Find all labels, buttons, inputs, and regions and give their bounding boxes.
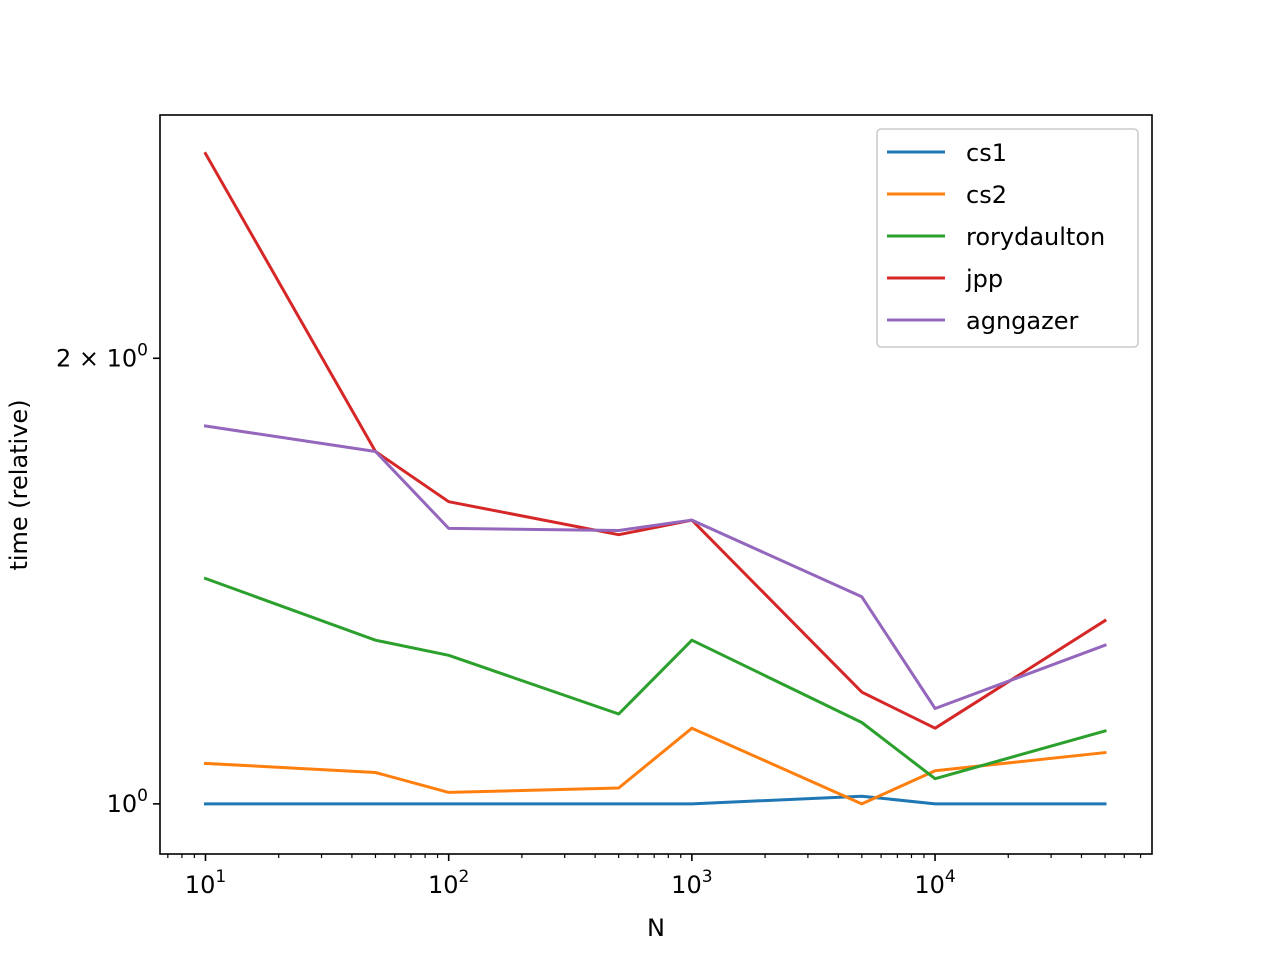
legend: cs1 cs2 rorydaulton jpp agngazer [876,128,1139,348]
series-line-jpp [203,151,1108,730]
y-axis: 100 2 × 100 [56,340,160,818]
x-tick-label: 101 [185,867,226,899]
series-line-agngazer [203,424,1107,710]
x-tick-label: 102 [428,867,469,899]
series-line-cs2 [203,726,1107,806]
series-layer [203,151,1108,806]
series-line-rorydaulton [203,576,1107,781]
y-tick-label: 100 [107,786,148,818]
legend-label-jpp: jpp [965,265,1003,293]
legend-frame [876,128,1139,348]
legend-label-cs2: cs2 [966,181,1007,209]
y-tick-label: 2 × 100 [56,340,148,372]
x-tick-label: 103 [671,867,712,899]
legend-label-cs1: cs1 [966,139,1007,167]
plot-frame [159,114,1153,855]
x-tick-label: 104 [914,867,955,899]
legend-label-agngazer: agngazer [966,307,1078,335]
series-line-cs1 [204,794,1107,806]
x-axis: 101 102 103 104 [167,854,1142,899]
y-axis-label: time (relative) [5,399,33,570]
x-axis-label: N [647,914,665,942]
legend-label-rorydaulton: rorydaulton [966,223,1105,251]
